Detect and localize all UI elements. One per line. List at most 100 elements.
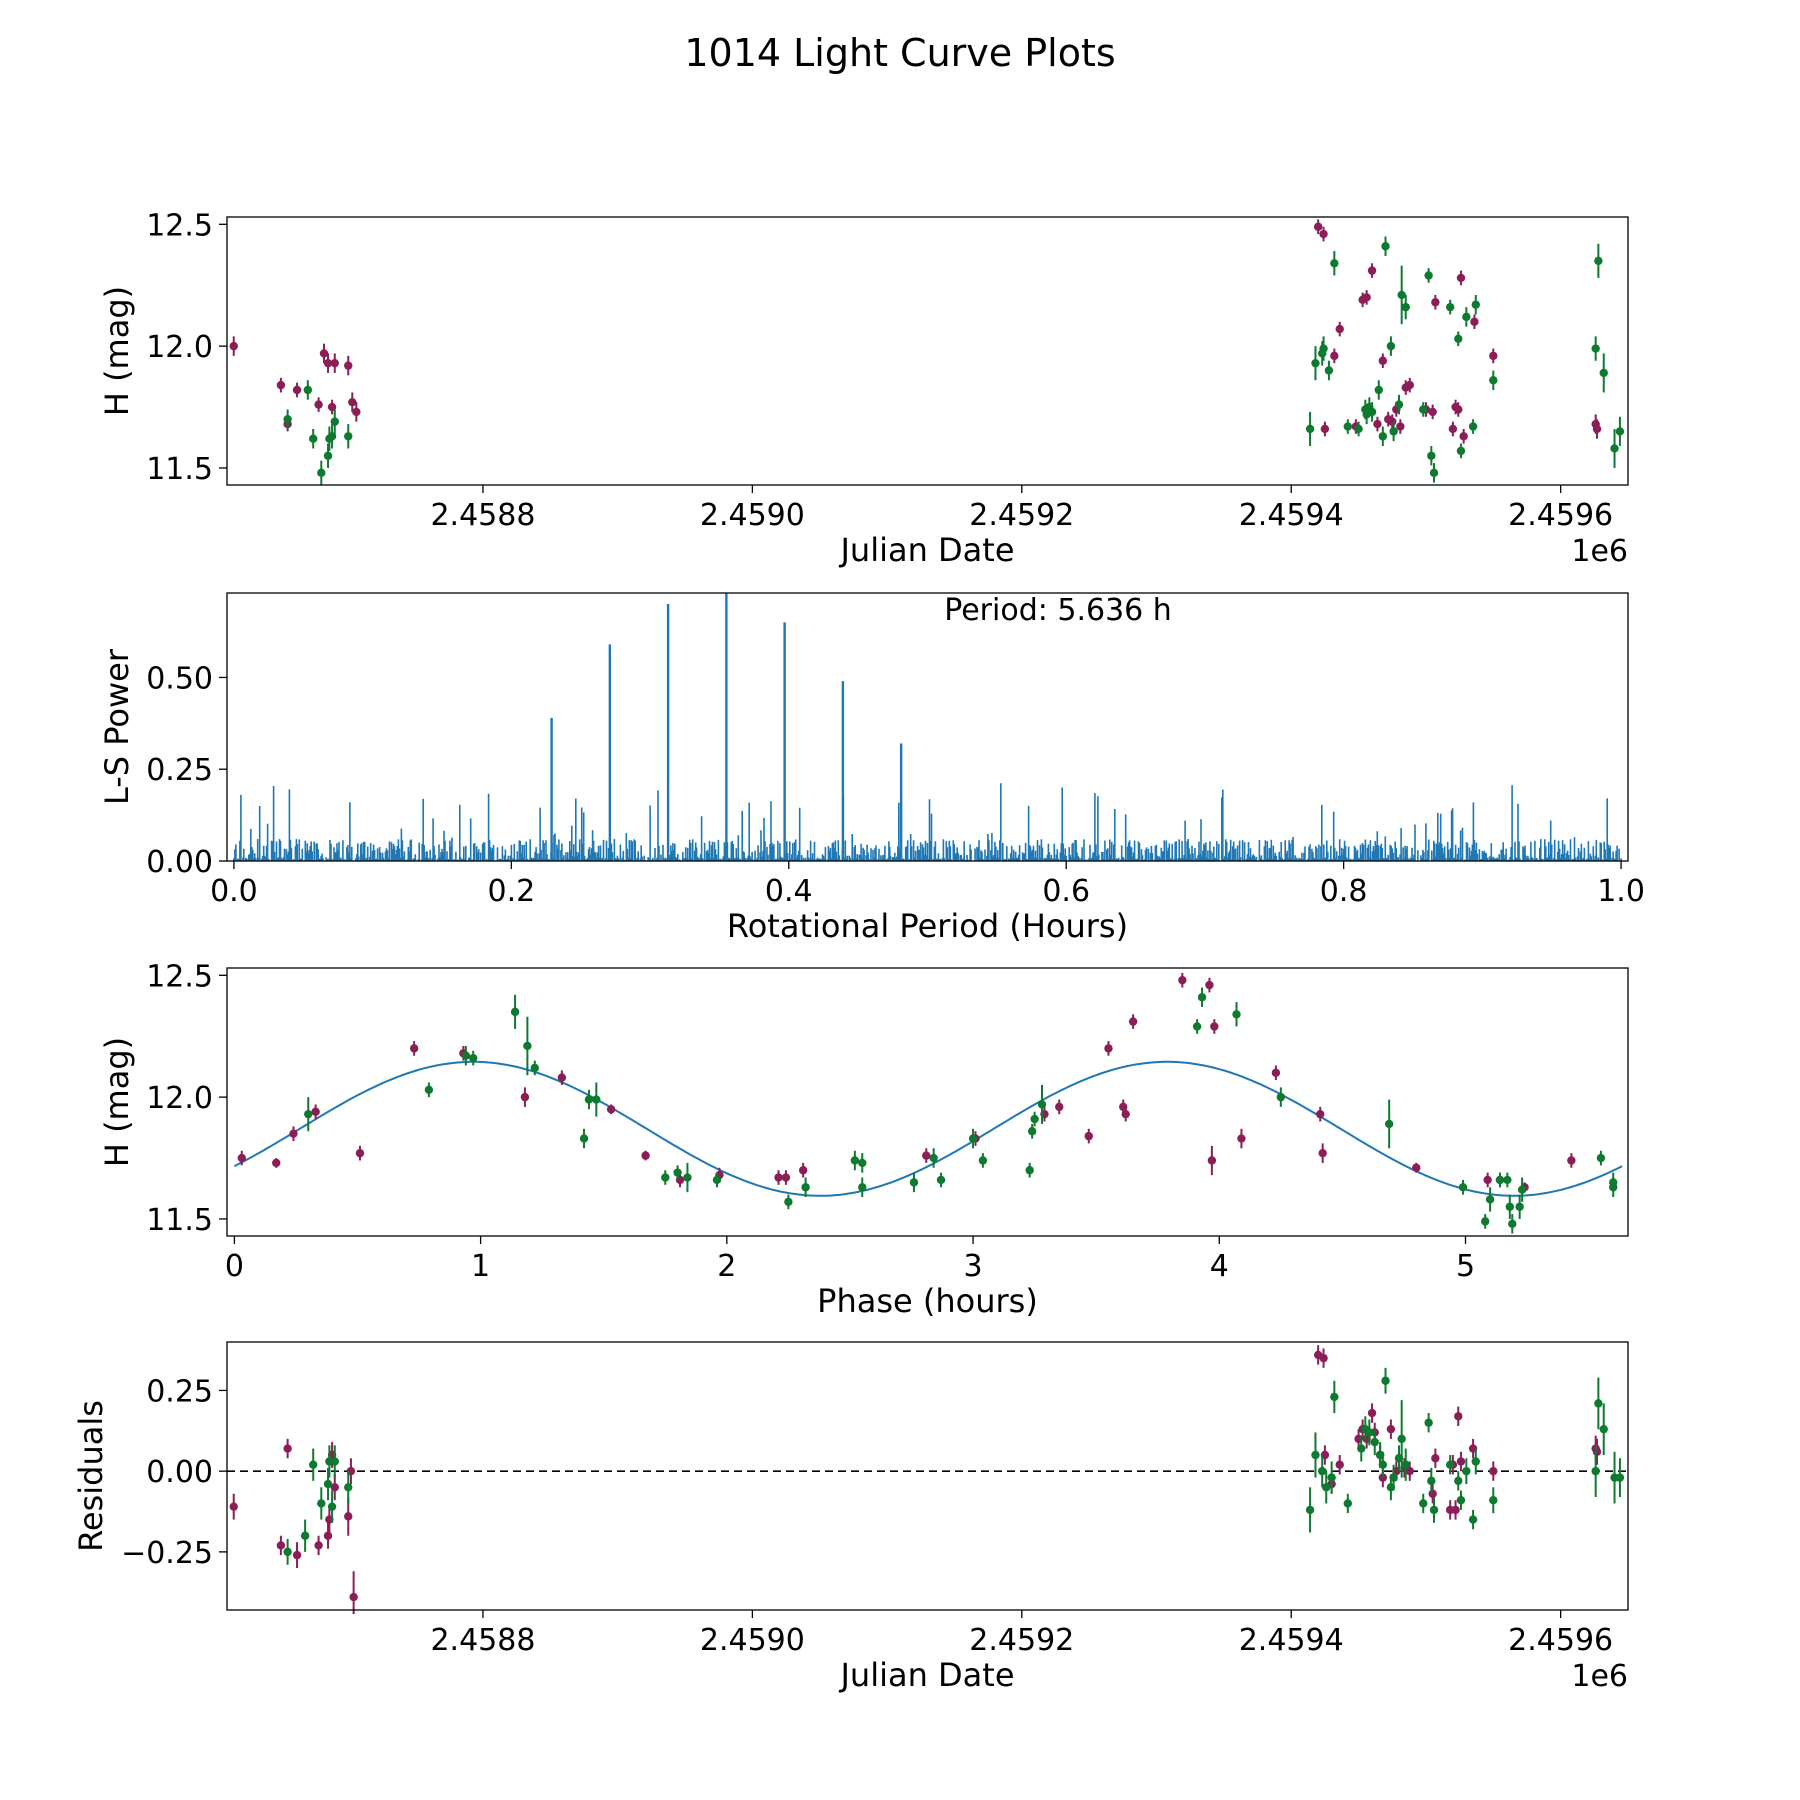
data-point-green bbox=[858, 1183, 867, 1192]
data-point-magenta bbox=[344, 361, 353, 370]
data-point-green bbox=[1330, 259, 1339, 268]
data-point-magenta bbox=[1448, 424, 1458, 434]
x-tick-label: 0.4 bbox=[765, 874, 813, 909]
data-point-green bbox=[1462, 312, 1471, 322]
data-point-green bbox=[1401, 1460, 1410, 1469]
data-point-magenta bbox=[1271, 1068, 1281, 1077]
panel-lightcurve: 2.4588 2.4590 2.4592 2.4594 2.4596 11.5 12.0 12… bbox=[98, 208, 1629, 569]
data-point-green bbox=[283, 415, 292, 424]
data-point-green bbox=[1370, 1437, 1379, 1447]
data-point-green bbox=[1327, 1473, 1336, 1482]
data-point-magenta bbox=[292, 385, 302, 395]
data-point-magenta bbox=[1319, 1353, 1328, 1363]
data-point-green bbox=[1596, 1153, 1606, 1163]
data-point-magenta bbox=[1210, 1022, 1219, 1031]
data-point-green bbox=[300, 1531, 310, 1540]
data-point-green bbox=[673, 1168, 682, 1177]
data-point-green bbox=[304, 1109, 313, 1119]
data-point-magenta bbox=[292, 1550, 302, 1560]
data-point-magenta bbox=[319, 349, 329, 358]
data-point-magenta bbox=[289, 1129, 298, 1138]
data-point-magenta bbox=[774, 1173, 783, 1182]
y-tick-label: −0.25 bbox=[121, 1536, 213, 1571]
data-point-magenta bbox=[283, 1444, 292, 1453]
data-point-green bbox=[1384, 1119, 1394, 1129]
data-point-magenta bbox=[1178, 975, 1187, 985]
x-tick-label: 2.4592 bbox=[969, 498, 1074, 533]
axes-frame bbox=[226, 1341, 1629, 1611]
data-point-green bbox=[1427, 1476, 1436, 1486]
y-axis-label: Residuals bbox=[72, 1400, 110, 1552]
data-point-green bbox=[1192, 1022, 1202, 1031]
data-point-green bbox=[1427, 451, 1436, 460]
data-point-green bbox=[1386, 341, 1396, 351]
data-point-green bbox=[424, 1085, 434, 1095]
data-point-green bbox=[1429, 1505, 1439, 1515]
data-point-magenta bbox=[1456, 1457, 1466, 1466]
y-tick-label: 11.5 bbox=[146, 1203, 213, 1238]
x-tick-label: 0.6 bbox=[1042, 874, 1090, 909]
x-tick-label: 2.4590 bbox=[700, 1623, 805, 1658]
data-point-green bbox=[1508, 1219, 1517, 1229]
x-axis-label: Rotational Period (Hours) bbox=[727, 907, 1128, 945]
data-point-green bbox=[330, 1457, 339, 1466]
x-tick-label: 1.0 bbox=[1597, 874, 1645, 909]
data-point-green bbox=[1471, 1457, 1480, 1466]
data-point-green bbox=[283, 1547, 292, 1557]
data-point-magenta bbox=[1470, 317, 1479, 326]
data-point-green bbox=[344, 1483, 353, 1492]
x-tick-label: 2.4588 bbox=[430, 498, 535, 533]
data-point-green bbox=[1311, 358, 1320, 368]
data-point-magenta bbox=[276, 380, 286, 390]
data-point-magenta bbox=[1128, 1017, 1138, 1026]
data-point-green bbox=[1471, 300, 1480, 309]
data-point-green bbox=[1599, 368, 1608, 378]
axes-frame bbox=[226, 967, 1629, 1237]
data-point-green bbox=[317, 1499, 326, 1508]
data-point-green bbox=[1318, 1466, 1327, 1476]
data-point-magenta bbox=[349, 1592, 358, 1602]
data-point-green bbox=[1394, 400, 1404, 409]
data-point-magenta bbox=[1318, 1148, 1327, 1158]
data-point-green bbox=[1401, 302, 1410, 312]
x-tick-label: 0.0 bbox=[210, 874, 258, 909]
x-tick-label: 2.4588 bbox=[430, 1623, 535, 1658]
data-point-green bbox=[1485, 1195, 1495, 1204]
data-point-magenta bbox=[272, 1158, 281, 1168]
data-point-magenta bbox=[1451, 1505, 1460, 1515]
x-tick-label: 2.4596 bbox=[1508, 498, 1613, 533]
data-point-green bbox=[1378, 432, 1388, 441]
data-point-magenta bbox=[1330, 351, 1339, 361]
data-point-magenta bbox=[1396, 422, 1405, 431]
data-point-green bbox=[1424, 1418, 1433, 1427]
x-tick-label: 2 bbox=[717, 1249, 736, 1284]
data-point-green bbox=[1615, 427, 1625, 436]
data-point-green bbox=[1305, 424, 1315, 434]
data-point-magenta bbox=[1388, 417, 1397, 426]
data-point-magenta bbox=[1405, 380, 1414, 390]
data-point-green bbox=[530, 1063, 539, 1073]
data-point-magenta bbox=[1084, 1131, 1093, 1141]
data-point-green bbox=[317, 468, 326, 478]
y-tick-label: 12.0 bbox=[146, 1081, 213, 1116]
y-tick-label: 0.00 bbox=[146, 1455, 213, 1490]
data-point-green bbox=[1615, 1473, 1625, 1482]
x-offset-label: 1e6 bbox=[1571, 534, 1628, 569]
data-point-green bbox=[584, 1095, 594, 1104]
x-tick-label: 2.4596 bbox=[1508, 1623, 1613, 1658]
data-point-magenta bbox=[229, 1502, 238, 1511]
data-point-magenta bbox=[348, 397, 357, 407]
data-point-green bbox=[1505, 1202, 1515, 1211]
x-axis-label: Julian Date bbox=[838, 1656, 1014, 1694]
data-point-magenta bbox=[1319, 229, 1328, 239]
data-point-green bbox=[1374, 385, 1383, 395]
data-point-magenta bbox=[1456, 273, 1466, 283]
data-point-green bbox=[327, 1502, 337, 1511]
data-point-magenta bbox=[798, 1166, 808, 1175]
data-point-green bbox=[1381, 1376, 1390, 1385]
data-point-green bbox=[1599, 1424, 1608, 1434]
data-point-green bbox=[1456, 446, 1466, 456]
data-point-green bbox=[1419, 405, 1428, 414]
x-tick-label: 2.4590 bbox=[700, 498, 805, 533]
x-tick-label: 0.8 bbox=[1320, 874, 1368, 909]
